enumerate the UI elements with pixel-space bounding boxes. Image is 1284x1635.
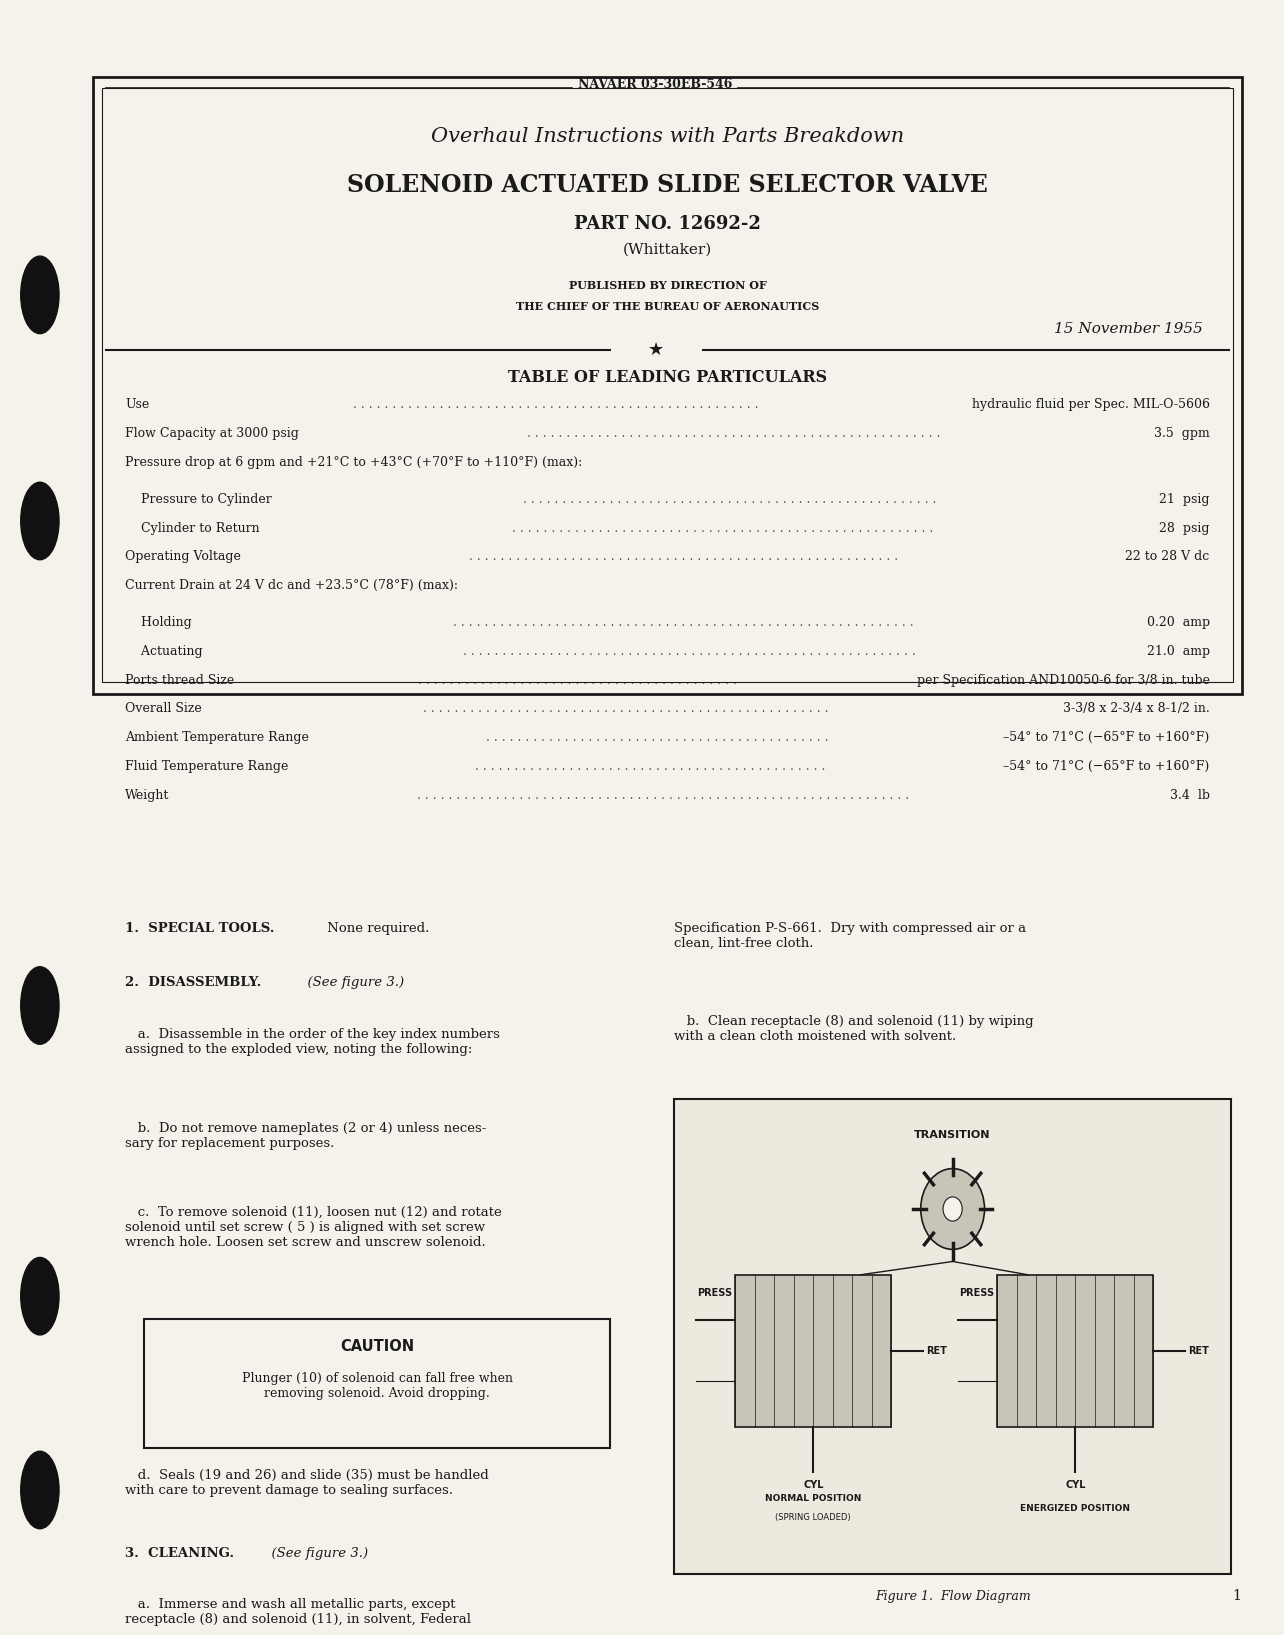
Text: CYL: CYL — [1064, 1480, 1085, 1489]
Text: TRANSITION: TRANSITION — [914, 1130, 991, 1140]
Bar — [94, 77, 1242, 693]
Ellipse shape — [21, 1452, 59, 1529]
Text: Specification P-S-661.  Dry with compressed air or a
clean, lint-free cloth.: Specification P-S-661. Dry with compress… — [674, 922, 1026, 950]
Text: ★: ★ — [648, 340, 664, 358]
Text: . . . . . . . . . . . . . . . . . . . . . . . . . . . . . . . . . . . . . . . . : . . . . . . . . . . . . . . . . . . . . … — [453, 616, 918, 629]
Text: 0.20  amp: 0.20 amp — [1147, 616, 1210, 629]
Text: –54° to 71°C (−65°F to +160°F): –54° to 71°C (−65°F to +160°F) — [1003, 731, 1210, 744]
Text: PUBLISHED BY DIRECTION OF: PUBLISHED BY DIRECTION OF — [569, 280, 767, 291]
Text: THE CHIEF OF THE BUREAU OF AERONAUTICS: THE CHIEF OF THE BUREAU OF AERONAUTICS — [516, 301, 819, 312]
Circle shape — [942, 1197, 962, 1221]
FancyBboxPatch shape — [145, 1319, 610, 1449]
Text: RET: RET — [1188, 1346, 1208, 1355]
Text: hydraulic fluid per Spec. MIL-O-5606: hydraulic fluid per Spec. MIL-O-5606 — [972, 399, 1210, 410]
Text: b.  Clean receptacle (8) and solenoid (11) by wiping
with a clean cloth moistene: b. Clean receptacle (8) and solenoid (11… — [674, 1015, 1034, 1043]
Text: Cylinder to Return: Cylinder to Return — [126, 522, 259, 535]
Text: Weight: Weight — [126, 788, 169, 801]
Text: Actuating: Actuating — [126, 644, 203, 657]
Text: . . . . . . . . . . . . . . . . . . . . . . . . . . . . . . . . . . . . . . . . : . . . . . . . . . . . . . . . . . . . . … — [528, 427, 945, 440]
Text: a.  Immerse and wash all metallic parts, except
receptacle (8) and solenoid (11): a. Immerse and wash all metallic parts, … — [126, 1597, 471, 1627]
Bar — [674, 1099, 1231, 1575]
Text: d.  Seals (19 and 26) and slide (35) must be handled
with care to prevent damage: d. Seals (19 and 26) and slide (35) must… — [126, 1468, 489, 1498]
Ellipse shape — [21, 1257, 59, 1334]
Text: 21  psig: 21 psig — [1159, 492, 1210, 505]
Text: Ports thread Size: Ports thread Size — [126, 674, 235, 687]
Text: . . . . . . . . . . . . . . . . . . . . . . . . . . . . . . . . . . . . . . . . : . . . . . . . . . . . . . . . . . . . . … — [512, 522, 937, 535]
Text: b.  Do not remove nameplates (2 or 4) unless neces-
sary for replacement purpose: b. Do not remove nameplates (2 or 4) unl… — [126, 1122, 487, 1149]
Text: 1.  SPECIAL TOOLS.: 1. SPECIAL TOOLS. — [126, 922, 275, 935]
Ellipse shape — [21, 257, 59, 334]
Text: c.  To remove solenoid (11), loosen nut (12) and rotate
solenoid until set screw: c. To remove solenoid (11), loosen nut (… — [126, 1205, 502, 1249]
Text: None required.: None required. — [324, 922, 429, 935]
Text: a.  Disassemble in the order of the key index numbers
assigned to the exploded v: a. Disassemble in the order of the key i… — [126, 1028, 501, 1056]
Text: CYL: CYL — [802, 1480, 823, 1489]
Text: SOLENOID ACTUATED SLIDE SELECTOR VALVE: SOLENOID ACTUATED SLIDE SELECTOR VALVE — [347, 173, 987, 198]
Text: Overall Size: Overall Size — [126, 703, 202, 716]
Text: ENERGIZED POSITION: ENERGIZED POSITION — [1021, 1504, 1130, 1512]
Text: (SPRING LOADED): (SPRING LOADED) — [776, 1514, 851, 1522]
Text: NORMAL POSITION: NORMAL POSITION — [765, 1494, 862, 1503]
Text: PRESS: PRESS — [697, 1288, 732, 1298]
Text: . . . . . . . . . . . . . . . . . . . . . . . . . . . . . . . . . . . . . . . . : . . . . . . . . . . . . . . . . . . . . … — [422, 703, 832, 716]
Text: (See figure 3.): (See figure 3.) — [263, 1547, 369, 1560]
Text: . . . . . . . . . . . . . . . . . . . . . . . . . . . . . . . . . . . . . . . . : . . . . . . . . . . . . . . . . . . . . … — [523, 492, 940, 505]
Text: . . . . . . . . . . . . . . . . . . . . . . . . . . . . . . . . . . . . . . . . : . . . . . . . . . . . . . . . . . . . . … — [353, 399, 763, 410]
Text: Current Drain at 24 V dc and +23.5°C (78°F) (max):: Current Drain at 24 V dc and +23.5°C (78… — [126, 579, 458, 592]
Text: 15 November 1955: 15 November 1955 — [1054, 322, 1203, 335]
Text: Pressure drop at 6 gpm and +21°C to +43°C (+70°F to +110°F) (max):: Pressure drop at 6 gpm and +21°C to +43°… — [126, 456, 583, 469]
Text: 21.0  amp: 21.0 amp — [1147, 644, 1210, 657]
Text: . . . . . . . . . . . . . . . . . . . . . . . . . . . . . . . . . . . . . . . . : . . . . . . . . . . . . . . . . . . . . … — [419, 674, 741, 687]
Text: CAUTION: CAUTION — [340, 1339, 415, 1354]
Text: Pressure to Cylinder: Pressure to Cylinder — [126, 492, 272, 505]
Circle shape — [921, 1169, 985, 1249]
Text: 3.  CLEANING.: 3. CLEANING. — [126, 1547, 235, 1560]
Text: 28  psig: 28 psig — [1159, 522, 1210, 535]
Text: . . . . . . . . . . . . . . . . . . . . . . . . . . . . . . . . . . . . . . . . : . . . . . . . . . . . . . . . . . . . . … — [417, 788, 913, 801]
Text: (See figure 3.): (See figure 3.) — [299, 976, 404, 989]
Text: 3.4  lb: 3.4 lb — [1170, 788, 1210, 801]
Text: . . . . . . . . . . . . . . . . . . . . . . . . . . . . . . . . . . . . . . . . : . . . . . . . . . . . . . . . . . . . . … — [485, 731, 832, 744]
Text: . . . . . . . . . . . . . . . . . . . . . . . . . . . . . . . . . . . . . . . . : . . . . . . . . . . . . . . . . . . . . … — [470, 551, 903, 564]
Text: Fluid Temperature Range: Fluid Temperature Range — [126, 760, 289, 773]
Ellipse shape — [21, 482, 59, 559]
Text: Ambient Temperature Range: Ambient Temperature Range — [126, 731, 309, 744]
Text: 3.5  gpm: 3.5 gpm — [1154, 427, 1210, 440]
Bar — [998, 1275, 1153, 1427]
Text: Overhaul Instructions with Parts Breakdown: Overhaul Instructions with Parts Breakdo… — [431, 128, 904, 146]
Text: Holding: Holding — [126, 616, 193, 629]
Text: PART NO. 12692-2: PART NO. 12692-2 — [574, 214, 761, 232]
Bar — [103, 88, 1233, 682]
Text: 1: 1 — [1233, 1589, 1242, 1602]
Text: Plunger (10) of solenoid can fall free when
removing solenoid. Avoid dropping.: Plunger (10) of solenoid can fall free w… — [241, 1372, 512, 1400]
Text: Operating Voltage: Operating Voltage — [126, 551, 241, 564]
Text: 22 to 28 V dc: 22 to 28 V dc — [1125, 551, 1210, 564]
Text: Use: Use — [126, 399, 150, 410]
Text: –54° to 71°C (−65°F to +160°F): –54° to 71°C (−65°F to +160°F) — [1003, 760, 1210, 773]
Text: NAVAER 03-30EB-546: NAVAER 03-30EB-546 — [578, 77, 732, 90]
Text: Flow Capacity at 3000 psig: Flow Capacity at 3000 psig — [126, 427, 299, 440]
Text: Figure 1.  Flow Diagram: Figure 1. Flow Diagram — [874, 1591, 1031, 1604]
Text: per Specification AND10050-6 for 3/8 in. tube: per Specification AND10050-6 for 3/8 in.… — [917, 674, 1210, 687]
Ellipse shape — [21, 966, 59, 1045]
Text: RET: RET — [926, 1346, 946, 1355]
Text: . . . . . . . . . . . . . . . . . . . . . . . . . . . . . . . . . . . . . . . . : . . . . . . . . . . . . . . . . . . . . … — [475, 760, 829, 773]
Text: TABLE OF LEADING PARTICULARS: TABLE OF LEADING PARTICULARS — [508, 370, 827, 386]
Text: (Whittaker): (Whittaker) — [623, 242, 713, 257]
Bar — [736, 1275, 891, 1427]
Text: PRESS: PRESS — [959, 1288, 995, 1298]
Text: 2.  DISASSEMBLY.: 2. DISASSEMBLY. — [126, 976, 262, 989]
Text: 3-3/8 x 2-3/4 x 8-1/2 in.: 3-3/8 x 2-3/4 x 8-1/2 in. — [1063, 703, 1210, 716]
Text: . . . . . . . . . . . . . . . . . . . . . . . . . . . . . . . . . . . . . . . . : . . . . . . . . . . . . . . . . . . . . … — [464, 644, 921, 657]
